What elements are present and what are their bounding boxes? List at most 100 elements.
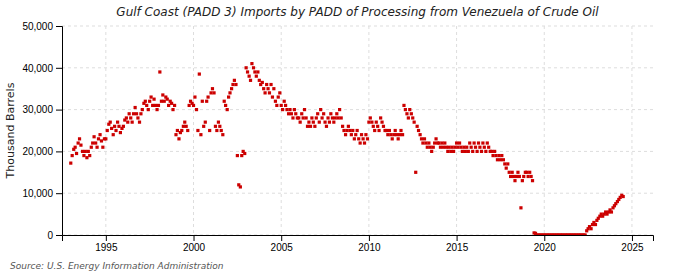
- point: [217, 121, 220, 124]
- point: [505, 167, 508, 170]
- point: [527, 175, 530, 178]
- point: [434, 137, 437, 140]
- point: [274, 100, 277, 103]
- point: [467, 150, 470, 153]
- point: [193, 95, 196, 98]
- point: [525, 171, 528, 174]
- y-tick-label: 40,000: [22, 63, 53, 74]
- point: [149, 95, 152, 98]
- chart-container: 1995200020052010201520202025010,00020,00…: [0, 0, 675, 275]
- point: [261, 81, 264, 84]
- point: [239, 185, 242, 188]
- point: [101, 146, 104, 149]
- point: [319, 108, 322, 111]
- point: [437, 141, 440, 144]
- point: [360, 133, 363, 136]
- point: [364, 133, 367, 136]
- point: [500, 154, 503, 157]
- point: [410, 112, 413, 115]
- point: [503, 162, 506, 165]
- point: [338, 108, 341, 111]
- point: [144, 100, 147, 103]
- grid-line-y: [62, 26, 653, 27]
- point: [82, 154, 85, 157]
- point: [221, 133, 224, 136]
- point: [442, 146, 445, 149]
- point: [316, 112, 319, 115]
- point: [122, 125, 125, 128]
- point: [430, 150, 433, 153]
- point: [331, 116, 334, 119]
- point: [399, 129, 402, 132]
- y-axis: 010,00020,00030,00040,00050,000: [22, 21, 62, 241]
- x-tick-label: 1995: [95, 242, 118, 253]
- point: [502, 158, 505, 161]
- point: [223, 100, 226, 103]
- point: [182, 125, 185, 128]
- x-tick-mark: [194, 235, 195, 241]
- y-tick-mark: [56, 68, 62, 69]
- point: [248, 75, 251, 78]
- point: [113, 125, 116, 128]
- point: [297, 116, 300, 119]
- point: [518, 175, 521, 178]
- point: [461, 150, 464, 153]
- point: [151, 104, 154, 107]
- point: [446, 150, 449, 153]
- x-tick-mark: [544, 235, 545, 241]
- point: [440, 141, 443, 144]
- point: [392, 133, 395, 136]
- x-tick-label: 2025: [621, 242, 644, 253]
- point: [353, 137, 356, 140]
- point: [584, 233, 587, 235]
- point: [71, 154, 74, 157]
- point: [610, 210, 613, 213]
- point: [404, 108, 407, 111]
- point: [97, 137, 100, 140]
- point: [508, 171, 511, 174]
- point: [94, 141, 97, 144]
- x-tick: 2010: [358, 235, 381, 253]
- point: [493, 150, 496, 153]
- point: [110, 127, 113, 130]
- point: [312, 121, 315, 124]
- x-tick-label: 2010: [358, 242, 381, 253]
- point: [513, 179, 516, 182]
- point: [389, 133, 392, 136]
- point: [299, 121, 302, 124]
- y-tick-mark: [56, 26, 62, 27]
- point: [246, 70, 249, 73]
- point: [379, 116, 382, 119]
- point: [129, 116, 132, 119]
- point: [291, 116, 294, 119]
- point: [377, 129, 380, 132]
- point: [243, 152, 246, 155]
- point: [509, 175, 512, 178]
- point: [278, 91, 281, 94]
- point: [212, 91, 215, 94]
- point: [160, 100, 163, 103]
- point: [263, 91, 266, 94]
- point: [198, 72, 201, 75]
- point: [622, 195, 625, 198]
- y-tick-mark: [56, 235, 62, 236]
- point: [386, 133, 389, 136]
- point: [171, 108, 174, 111]
- point: [417, 129, 420, 132]
- point: [456, 146, 459, 149]
- point: [310, 116, 313, 119]
- y-tick: 40,000: [22, 63, 62, 74]
- point: [275, 104, 278, 107]
- point: [325, 125, 328, 128]
- x-axis: 1995200020052010201520202025: [63, 235, 654, 253]
- point: [530, 175, 533, 178]
- point: [224, 104, 227, 107]
- point: [452, 150, 455, 153]
- y-axis-line: [56, 27, 63, 236]
- point: [411, 116, 414, 119]
- point: [163, 100, 166, 103]
- y-tick-mark: [56, 110, 62, 111]
- point: [214, 125, 217, 128]
- y-tick: 30,000: [22, 104, 62, 115]
- y-tick-mark: [56, 193, 62, 194]
